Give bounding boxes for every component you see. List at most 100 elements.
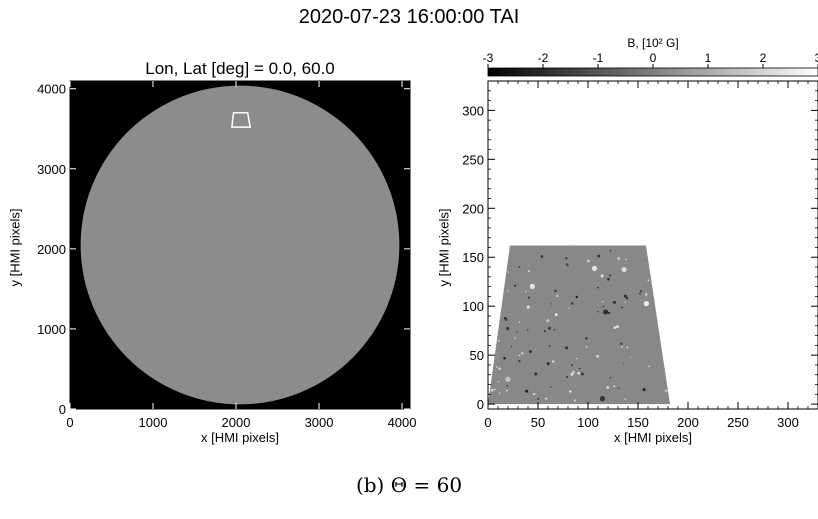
magnetic-feature <box>525 290 527 293</box>
magnetic-feature <box>540 255 544 258</box>
magnetic-feature <box>585 345 588 348</box>
magnetic-feature <box>545 397 548 400</box>
left-x-tick-label: 4000 <box>388 415 417 430</box>
magnetic-feature <box>498 392 501 394</box>
magnetic-feature <box>565 346 569 350</box>
magnetic-feature <box>573 399 577 402</box>
magnetic-feature <box>624 301 626 303</box>
magnetic-feature <box>638 292 641 295</box>
magnetic-feature <box>615 325 619 329</box>
magnetic-feature <box>547 326 551 330</box>
right-x-axis-label: x [HMI pixels] <box>613 430 692 445</box>
magnetic-feature <box>643 300 649 307</box>
magnetic-feature <box>624 294 627 298</box>
magnetic-feature <box>526 328 529 331</box>
magnetic-feature <box>526 305 530 309</box>
magnetic-feature <box>647 279 650 282</box>
magnetic-feature <box>553 329 556 331</box>
left-panel: 0 1000 2000 3000 4000 0 1000 2000 3000 4000 <box>37 80 416 430</box>
magnetic-feature <box>597 286 599 289</box>
magnetic-feature <box>495 366 498 368</box>
magnetic-feature <box>599 396 606 402</box>
magnetogram-texture <box>488 245 670 405</box>
right-x-tick-label: 0 <box>484 415 491 430</box>
right-y-tick-label: 150 <box>462 250 484 265</box>
right-y-tick-label: 300 <box>462 103 484 118</box>
magnetic-feature <box>550 303 552 305</box>
magnetic-feature <box>617 256 621 260</box>
magnetic-feature <box>580 372 584 376</box>
left-x-tick-label: 2000 <box>222 415 251 430</box>
left-panel-title: Lon, Lat [deg] = 0.0, 60.0 <box>145 59 335 78</box>
right-x-tick-label: 50 <box>531 415 545 430</box>
magnetic-feature <box>596 354 600 358</box>
magnetic-feature <box>506 327 510 331</box>
magnetic-feature <box>505 389 508 392</box>
magnetic-feature <box>518 321 521 323</box>
magnetic-feature <box>529 283 535 289</box>
magnetic-feature <box>566 376 569 379</box>
magnetic-feature <box>527 269 531 273</box>
right-x-tick-label: 250 <box>727 415 749 430</box>
colorbar-tick-label: -3 <box>483 51 494 65</box>
magnetic-feature <box>613 385 615 388</box>
magnetic-feature <box>608 274 611 277</box>
left-x-tick-label: 1000 <box>139 415 168 430</box>
right-x-tick-label: 100 <box>577 415 599 430</box>
magnetic-feature <box>572 370 575 374</box>
magnetic-feature <box>570 372 574 376</box>
magnetic-feature <box>518 354 521 357</box>
magnetic-feature <box>621 266 627 273</box>
right-y-tick-label: 100 <box>462 299 484 314</box>
magnetic-feature <box>603 309 609 315</box>
magnetic-feature <box>617 387 620 390</box>
solar-disk <box>80 85 400 405</box>
colorbar-tick-label: 2 <box>760 51 767 65</box>
right-x-tick-label: 150 <box>627 415 649 430</box>
magnetic-feature <box>497 381 500 383</box>
magnetic-feature <box>537 397 540 400</box>
right-plot-frame <box>487 80 818 410</box>
magnetic-feature <box>613 326 617 329</box>
magnetic-feature <box>612 300 617 304</box>
magnetic-feature <box>644 293 648 296</box>
left-y-tick-label: 1000 <box>37 322 66 337</box>
magnetic-feature <box>639 290 643 293</box>
magnetic-feature <box>554 289 557 293</box>
magnetic-feature <box>624 398 627 400</box>
right-x-tick-label: 300 <box>777 415 799 430</box>
left-ticks: 0 1000 2000 3000 4000 0 1000 2000 3000 4000 <box>37 81 416 430</box>
magnetic-feature <box>625 258 627 261</box>
magnetic-feature <box>597 254 601 258</box>
magnetic-feature <box>518 360 521 363</box>
magnetic-feature <box>528 350 533 354</box>
right-y-tick-label: 0 <box>477 397 484 412</box>
magnetic-feature <box>551 360 555 363</box>
magnetic-feature <box>518 266 521 269</box>
left-y-tick-label: 4000 <box>37 82 66 97</box>
figure-title: 2020-07-23 16:00:00 TAI <box>298 6 520 28</box>
magnetic-feature <box>607 277 610 281</box>
right-x-tick-label: 200 <box>677 415 699 430</box>
magnetic-feature <box>602 305 604 308</box>
magnetic-feature <box>642 388 646 392</box>
magnetic-feature <box>664 389 668 393</box>
magnetic-feature <box>546 362 550 366</box>
magnetic-feature <box>606 386 609 389</box>
magnetic-feature <box>579 367 581 370</box>
colorbar-tick-label: 0 <box>650 51 657 65</box>
magnetic-feature <box>623 362 625 365</box>
magnetic-feature <box>568 307 570 309</box>
magnetic-feature <box>498 367 501 371</box>
left-y-tick-label: 2000 <box>37 242 66 257</box>
magnetic-feature <box>601 300 604 303</box>
left-x-tick-label: 0 <box>66 415 73 430</box>
right-y-tick-label: 200 <box>462 201 484 216</box>
magnetic-feature <box>490 388 494 392</box>
magnetic-feature <box>505 376 511 382</box>
left-x-tick-label: 3000 <box>305 415 334 430</box>
magnetic-feature <box>575 295 579 299</box>
magnetic-feature <box>569 390 572 393</box>
magnetic-feature <box>516 331 518 333</box>
right-y-tick-label: 50 <box>470 348 484 363</box>
